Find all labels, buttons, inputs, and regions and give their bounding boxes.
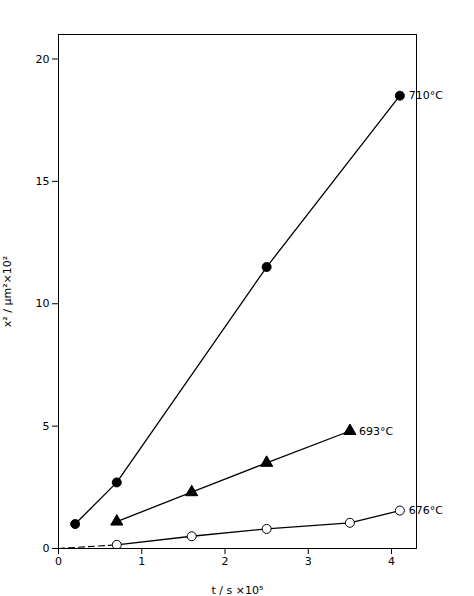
svg-text:693°C: 693°C [359,425,393,438]
svg-text:710°C: 710°C [409,89,443,102]
svg-text:4: 4 [388,555,395,568]
svg-text:2: 2 [222,555,229,568]
svg-text:15: 15 [36,175,50,188]
svg-text:3: 3 [305,555,312,568]
svg-text:20: 20 [36,52,50,65]
svg-text:0: 0 [55,555,62,568]
svg-text:0: 0 [43,542,50,555]
svg-text:1: 1 [138,555,145,568]
svg-text:t / s ×10⁵: t / s ×10⁵ [212,584,264,596]
svg-text:x² / μm²×10²: x² / μm²×10² [1,256,14,327]
svg-text:676°C: 676°C [409,504,443,517]
svg-text:5: 5 [43,420,50,433]
svg-text:10: 10 [36,297,50,310]
